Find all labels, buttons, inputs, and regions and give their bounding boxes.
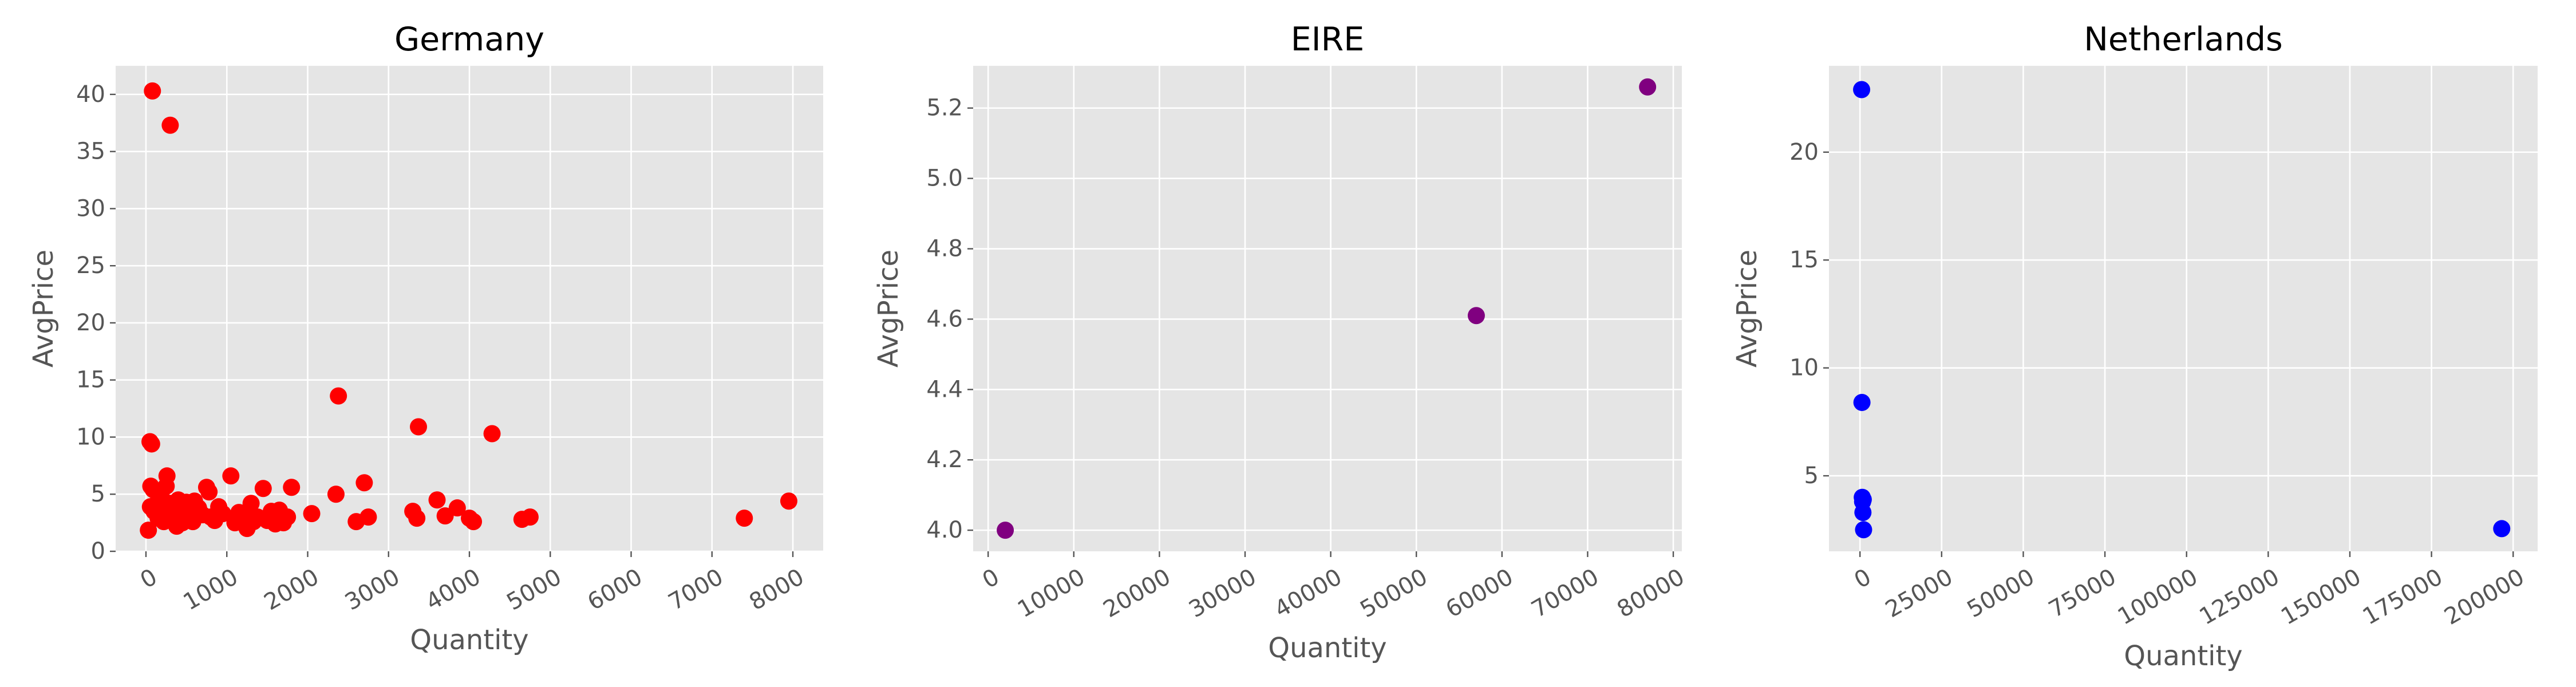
y-tick-label: 20 <box>1789 139 1819 165</box>
data-point <box>521 508 539 526</box>
chart-title-netherlands: Netherlands <box>2084 21 2282 58</box>
data-point <box>200 483 218 501</box>
data-point <box>2493 520 2511 538</box>
data-point <box>736 510 753 527</box>
y-tick-label: 40 <box>76 81 105 108</box>
grid-eire <box>973 66 1682 551</box>
y-tick-label: 5 <box>91 481 105 507</box>
chart-title-eire: EIRE <box>1291 21 1364 58</box>
data-point <box>144 82 161 100</box>
chart-title-germany: Germany <box>394 21 544 58</box>
y-tick-label: 25 <box>76 252 105 279</box>
chart-panel-germany: 0 1000 2000 3000 4000 5000 6000 7000 80000510152… <box>27 21 823 656</box>
plot-area-eire <box>973 66 1682 551</box>
grid-germany <box>116 66 823 552</box>
y-tick-label: 4.0 <box>926 517 963 543</box>
data-point <box>408 510 426 527</box>
data-point <box>1854 491 1872 508</box>
grid-netherlands <box>1829 66 2538 551</box>
chart-panel-eire: 0 10000 20000 30000 40000 50000 60000 70000 8000… <box>872 21 1689 664</box>
data-point <box>143 435 160 453</box>
data-point <box>283 479 301 496</box>
data-point <box>1853 81 1871 98</box>
data-point <box>222 467 240 485</box>
y-tick-label: 30 <box>76 195 105 222</box>
data-point <box>465 513 483 531</box>
data-point <box>242 495 260 512</box>
data-point <box>1854 504 1872 522</box>
y-tick-label: 20 <box>76 310 105 336</box>
y-tick-label: 5.2 <box>926 95 963 121</box>
y-tick-label: 15 <box>1789 247 1819 273</box>
data-point <box>1639 78 1657 96</box>
y-axis-label-germany: AvgPrice <box>27 250 60 368</box>
data-point <box>436 507 454 525</box>
plot-area-netherlands <box>1829 66 2538 551</box>
x-axis-label-eire: Quantity <box>1268 632 1386 664</box>
y-tick-label: 5 <box>1804 463 1819 489</box>
y-tick-label: 4.6 <box>926 306 963 332</box>
points-germany <box>140 82 797 539</box>
data-point <box>214 505 232 523</box>
y-tick-label: 10 <box>76 424 105 450</box>
points-netherlands <box>1853 81 2511 539</box>
y-axis-label-netherlands: AvgPrice <box>1731 250 1763 368</box>
data-point <box>161 116 179 134</box>
data-point <box>1467 307 1485 325</box>
data-point <box>1855 521 1872 539</box>
data-point <box>303 505 321 523</box>
data-point <box>355 474 373 492</box>
data-point <box>483 425 501 443</box>
points-eire <box>997 78 1657 539</box>
y-tick-label: 0 <box>91 538 105 564</box>
y-tick-label: 35 <box>76 139 105 165</box>
y-axis-label-eire: AvgPrice <box>872 250 904 368</box>
y-tick-label: 10 <box>1789 355 1819 381</box>
y-tick-label: 4.8 <box>926 236 963 262</box>
data-point <box>1853 393 1871 411</box>
data-point <box>279 508 297 526</box>
data-point <box>330 387 347 405</box>
data-point <box>359 508 377 526</box>
data-point <box>997 522 1014 539</box>
data-point <box>780 492 797 510</box>
y-tick-label: 4.4 <box>926 376 963 402</box>
x-axis-label-germany: Quantity <box>410 624 528 656</box>
data-point <box>428 491 446 509</box>
data-point <box>158 467 176 485</box>
y-tick-label: 15 <box>76 367 105 393</box>
data-point <box>448 499 466 517</box>
data-point <box>410 418 428 436</box>
y-tick-label: 5.0 <box>926 165 963 192</box>
data-point <box>327 485 345 503</box>
data-point <box>254 480 272 498</box>
data-point <box>140 522 157 539</box>
x-axis-label-netherlands: Quantity <box>2124 640 2242 672</box>
y-tick-label: 4.2 <box>926 447 963 473</box>
